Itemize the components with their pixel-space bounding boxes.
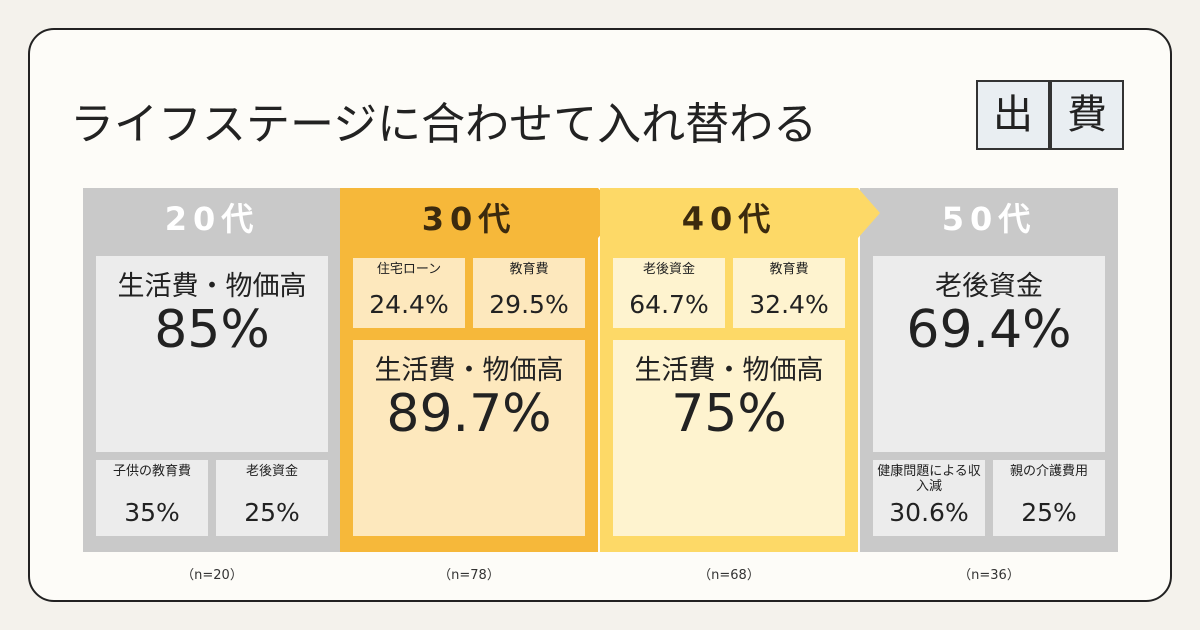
sample-size: （n=20） <box>181 568 243 583</box>
sub-box <box>873 460 985 536</box>
main-label: 生活費・物価高 <box>634 355 824 386</box>
column-header: 30代 <box>421 200 517 238</box>
sub-box <box>216 460 328 536</box>
sample-size: （n=68） <box>698 568 760 583</box>
sub-value: 32.4% <box>749 290 829 319</box>
sub-label: 老後資金 <box>642 262 695 277</box>
title: ライフステージに合わせて入れ替わる <box>70 99 818 150</box>
sub-box <box>613 258 725 328</box>
sub-value: 30.6% <box>889 498 969 527</box>
sub-box <box>96 460 208 536</box>
main-box <box>613 340 845 536</box>
main-box <box>96 256 328 452</box>
main-label: 生活費・物価高 <box>117 271 307 302</box>
main-label: 生活費・物価高 <box>374 355 564 386</box>
sub-label: 健康問題による収入減 <box>877 464 981 494</box>
main-value: 89.7% <box>386 384 552 444</box>
sample-size: （n=78） <box>438 568 500 583</box>
header-arrow <box>600 188 880 238</box>
sub-label: 教育費 <box>769 262 809 277</box>
sub-label: 老後資金 <box>245 464 298 479</box>
header-arrow <box>340 188 620 238</box>
sub-value: 25% <box>244 498 300 527</box>
main-box <box>353 340 585 536</box>
main-box <box>873 256 1105 452</box>
column-header: 20代 <box>164 200 260 238</box>
sub-label: 子供の教育費 <box>112 464 191 479</box>
badge-char: 出 <box>976 80 1050 150</box>
sub-value: 29.5% <box>489 290 569 319</box>
sub-box <box>733 258 845 328</box>
sub-box <box>993 460 1105 536</box>
sub-box <box>353 258 465 328</box>
sub-value: 25% <box>1021 498 1077 527</box>
main-value: 75% <box>671 384 787 444</box>
column-header: 50代 <box>941 200 1037 238</box>
main-value: 85% <box>154 300 270 360</box>
sub-label: 住宅ローン <box>376 262 442 277</box>
main-label: 老後資金 <box>935 271 1043 302</box>
sub-value: 24.4% <box>369 290 449 319</box>
sub-box <box>473 258 585 328</box>
badge-char: 費 <box>1050 80 1124 150</box>
sub-value: 64.7% <box>629 290 709 319</box>
sub-label: 教育費 <box>509 262 549 277</box>
column-header: 40代 <box>681 200 777 238</box>
main-value: 69.4% <box>906 300 1072 360</box>
sub-label: 親の介護費用 <box>1009 464 1088 479</box>
sample-size: （n=36） <box>958 568 1020 583</box>
sub-value: 35% <box>124 498 180 527</box>
